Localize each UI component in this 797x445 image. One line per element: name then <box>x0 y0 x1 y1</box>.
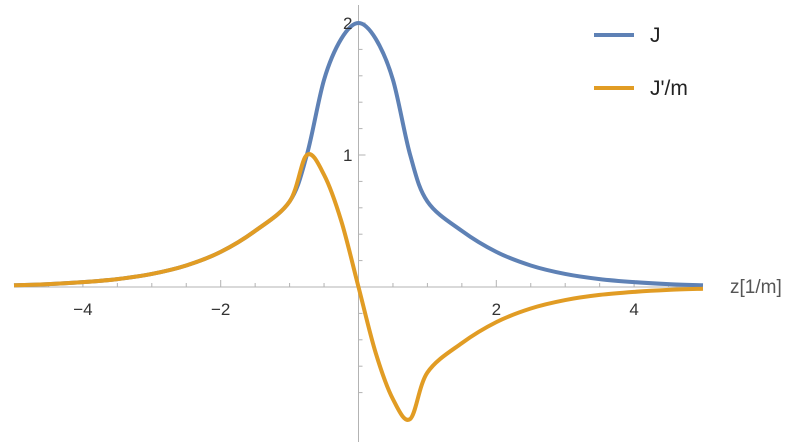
legend-label: J'/m <box>650 77 688 100</box>
series-line-j-prime-over-m <box>13 152 704 422</box>
series-lines <box>13 21 704 422</box>
x-tick-label: 4 <box>629 300 638 319</box>
legend: J J'/m <box>594 24 688 100</box>
x-tick-label: 2 <box>492 300 501 319</box>
tick-labels: −4 −2 2 4 1 2 <box>73 14 639 319</box>
y-tick-label: 2 <box>343 14 352 33</box>
x-tick-label: −2 <box>211 300 230 319</box>
x-tick-label: −4 <box>73 300 92 319</box>
legend-label: J <box>650 24 661 47</box>
y-tick-label: 1 <box>343 146 352 165</box>
x-axis-label: z[1/m] <box>730 277 782 298</box>
